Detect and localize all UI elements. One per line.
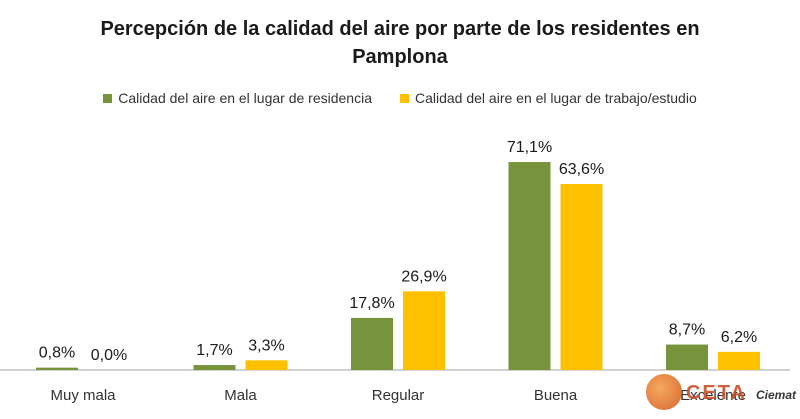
bar-residencia-2	[351, 317, 393, 370]
legend-label-residencia: Calidad del aire en el lugar de residenc…	[118, 90, 372, 106]
data-label-residencia-3: 71,1%	[507, 139, 552, 156]
bar-trabajo-3	[560, 183, 603, 370]
category-label-1: Mala	[224, 387, 257, 404]
logo-subtext: Ciemat	[755, 388, 796, 402]
legend-swatch-residencia	[103, 93, 113, 103]
bar-residencia-0	[36, 367, 78, 370]
data-label-residencia-4: 8,7%	[669, 322, 705, 339]
bar-residencia-3	[508, 162, 551, 370]
data-label-trabajo-3: 63,6%	[559, 161, 604, 178]
data-label-residencia-2: 17,8%	[349, 295, 394, 312]
bar-residencia-4	[666, 344, 708, 370]
bar-trabajo-2	[403, 291, 445, 370]
ceta-logo: CETA Ciemat	[646, 369, 796, 415]
globe-icon	[646, 374, 682, 410]
chart-title: Percepción de la calidad del aire por pa…	[100, 18, 700, 68]
data-label-residencia-1: 1,7%	[196, 342, 232, 359]
category-label-0: Muy mala	[50, 387, 116, 404]
bar-residencia-1	[193, 365, 236, 370]
legend-item-trabajo: Calidad del aire en el lugar de trabajo/…	[399, 90, 697, 106]
data-label-residencia-0: 0,8%	[39, 345, 75, 362]
data-label-trabajo-0: 0,0%	[91, 347, 127, 364]
logo-text: CETA	[685, 382, 747, 404]
legend-swatch-trabajo	[399, 93, 409, 103]
category-label-4: Excelente	[680, 387, 746, 404]
legend-label-trabajo: Calidad del aire en el lugar de trabajo/…	[414, 90, 697, 106]
category-label-2: Regular	[372, 387, 425, 404]
category-label-3: Buena	[534, 387, 578, 404]
bar-trabajo-4	[718, 351, 760, 370]
legend-item-residencia: Calidad del aire en el lugar de residenc…	[103, 90, 372, 106]
data-label-trabajo-1: 3,3%	[248, 337, 284, 354]
legend: Calidad del aire en el lugar de residenc…	[0, 90, 800, 106]
data-label-trabajo-4: 6,2%	[721, 329, 757, 346]
data-label-trabajo-2: 26,9%	[401, 268, 446, 285]
bar-trabajo-1	[245, 360, 288, 370]
